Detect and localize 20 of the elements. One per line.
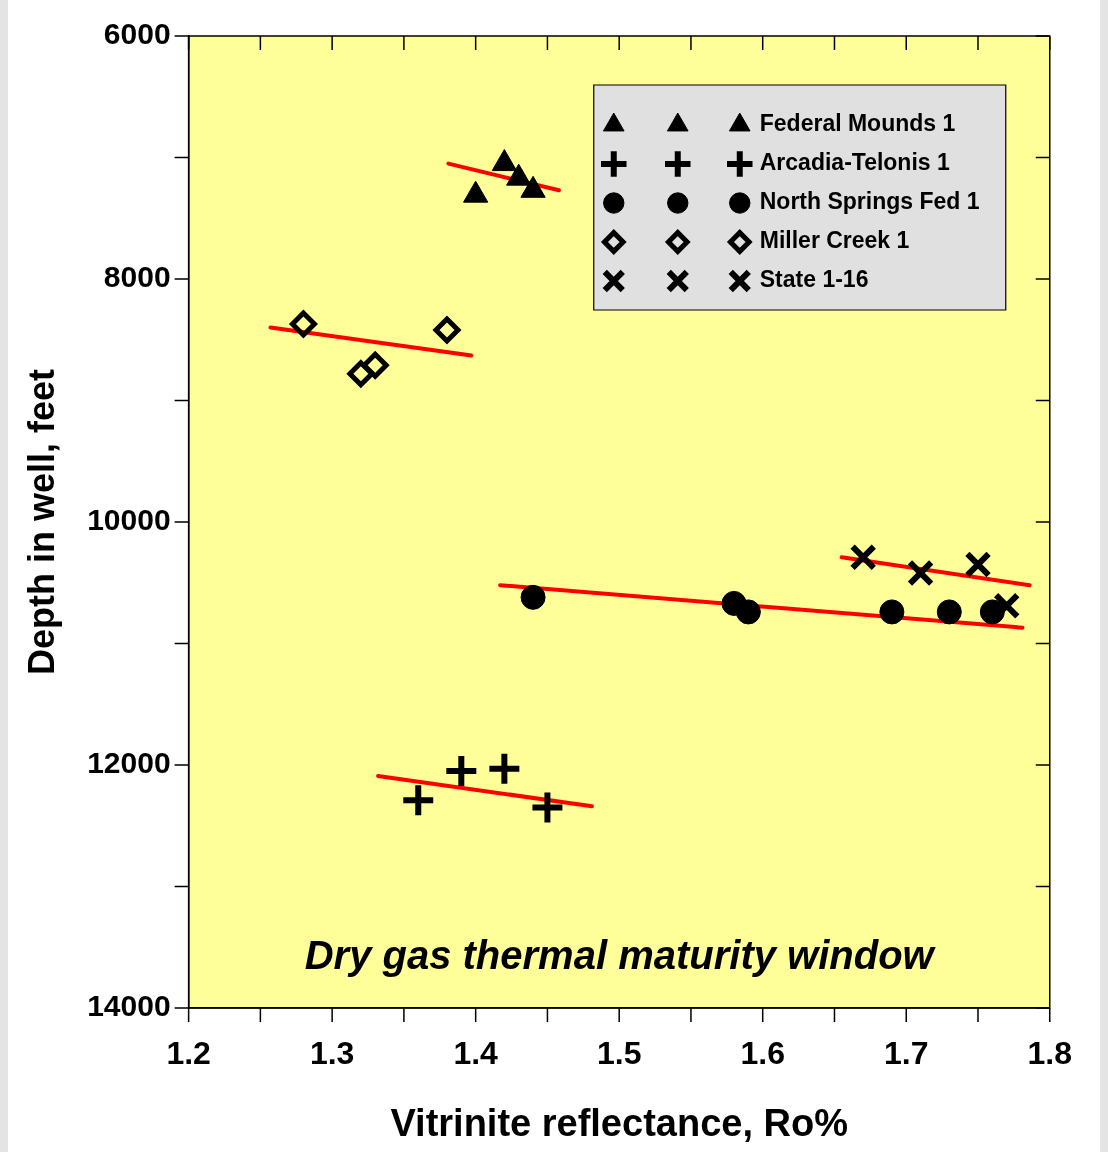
annotation: Dry gas thermal maturity window <box>304 933 937 978</box>
y-tick-label: 6000 <box>103 17 171 51</box>
y-tick-label: 8000 <box>103 260 171 294</box>
legend-label: North Springs Fed 1 <box>759 188 980 215</box>
y-tick-label: 12000 <box>87 746 171 780</box>
legend-label: Arcadia-Telonis 1 <box>759 149 950 176</box>
x-tick-label: 1.4 <box>453 1035 499 1072</box>
x-axis-title: Vitrinite reflectance, Ro% <box>390 1101 848 1144</box>
y-tick-label: 14000 <box>87 989 171 1023</box>
x-tick-label: 1.3 <box>309 1035 355 1072</box>
x-tick-label: 1.8 <box>1027 1035 1072 1072</box>
x-tick-label: 1.6 <box>740 1035 785 1072</box>
x-tick-label: 1.2 <box>166 1035 211 1072</box>
y-tick-label: 10000 <box>87 503 171 537</box>
legend-label: Miller Creek 1 <box>759 227 910 254</box>
x-tick-label: 1.7 <box>883 1035 929 1072</box>
y-axis-title: Depth in well, feet <box>20 368 62 676</box>
legend-label: State 1-16 <box>759 266 869 293</box>
x-tick-label: 1.5 <box>596 1035 642 1072</box>
legend-label: Federal Mounds 1 <box>759 110 956 137</box>
